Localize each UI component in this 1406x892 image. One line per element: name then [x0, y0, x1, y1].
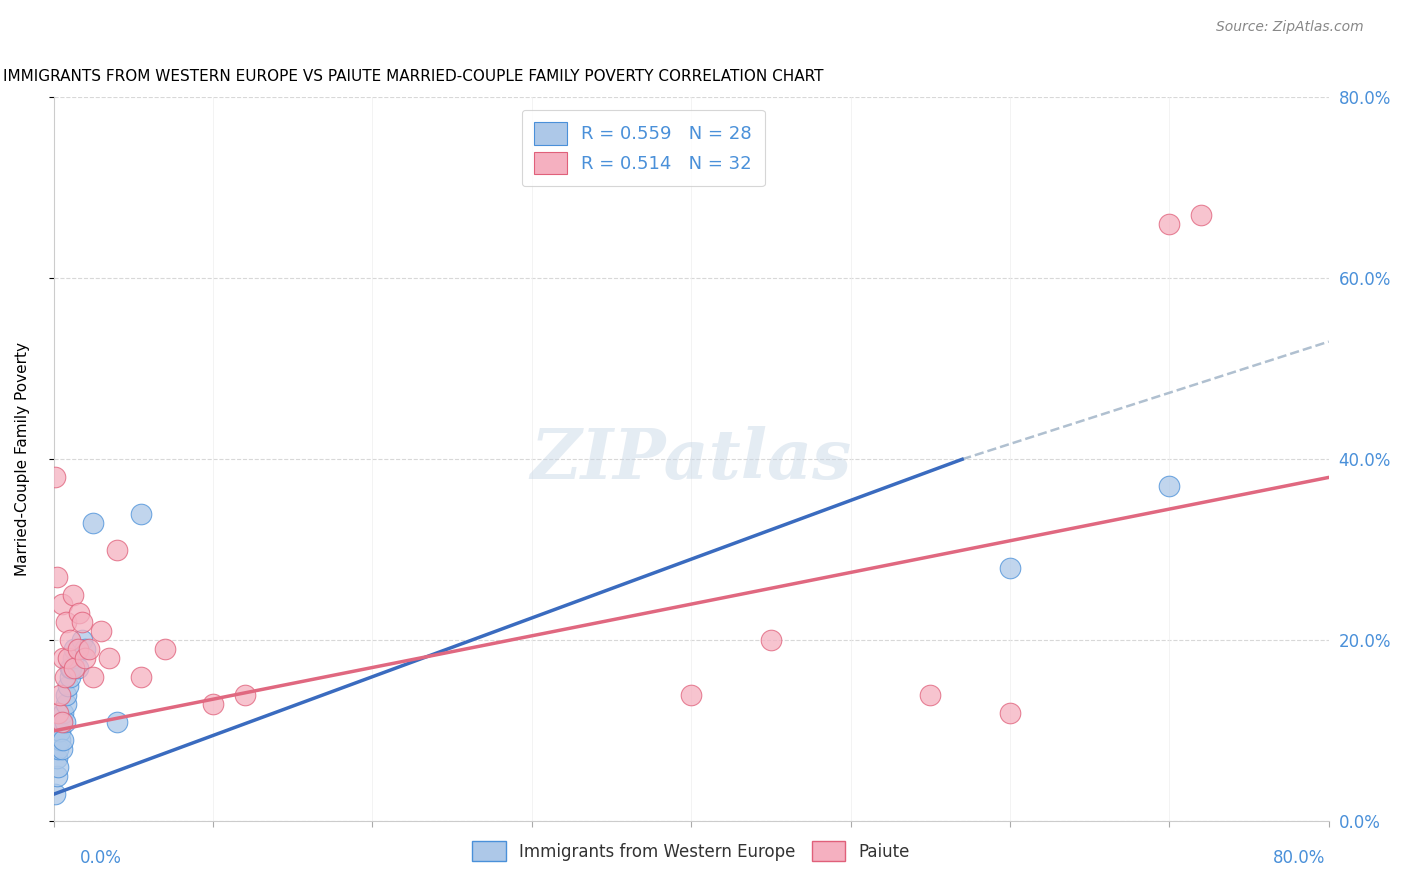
Point [75, 651, 97, 665]
Point [55, 688, 77, 702]
Point [52, 651, 75, 665]
Point [72, 615, 94, 630]
Point [1159, 479, 1181, 493]
Point [233, 688, 256, 702]
Point [105, 542, 128, 557]
Point [48, 706, 70, 720]
Point [98, 651, 121, 665]
Point [48, 742, 70, 756]
Point [201, 697, 224, 711]
Point [52, 706, 75, 720]
Text: Source: ZipAtlas.com: Source: ZipAtlas.com [1216, 21, 1364, 34]
Point [66, 642, 89, 657]
Point [58, 669, 80, 683]
Point [63, 642, 86, 657]
Point [60, 660, 83, 674]
Text: 80.0%: 80.0% [1272, 849, 1326, 867]
Point [77, 642, 100, 657]
Point [51, 714, 73, 729]
Text: ZIPatlas: ZIPatlas [530, 425, 852, 493]
Point [51, 742, 73, 756]
Legend: R = 0.559   N = 28, R = 0.514   N = 32: R = 0.559 N = 28, R = 0.514 N = 32 [522, 110, 765, 186]
Point [681, 688, 703, 702]
Point [105, 714, 128, 729]
Point [998, 706, 1021, 720]
Point [51, 597, 73, 611]
Point [1159, 217, 1181, 231]
Point [75, 642, 97, 657]
Point [998, 561, 1021, 575]
Point [920, 688, 942, 702]
Point [153, 642, 176, 657]
Point [45, 570, 67, 584]
Point [51, 714, 73, 729]
Point [72, 633, 94, 648]
Point [63, 660, 86, 674]
Point [48, 760, 70, 774]
Point [58, 633, 80, 648]
Point [129, 507, 152, 521]
Point [58, 660, 80, 674]
Point [53, 669, 76, 683]
Text: 0.0%: 0.0% [80, 849, 122, 867]
Point [44, 787, 66, 801]
Point [55, 615, 77, 630]
Text: IMMIGRANTS FROM WESTERN EUROPE VS PAIUTE MARRIED-COUPLE FAMILY POVERTY CORRELATI: IMMIGRANTS FROM WESTERN EUROPE VS PAIUTE… [3, 69, 823, 84]
Point [45, 769, 67, 783]
Point [44, 470, 66, 484]
Point [66, 660, 89, 674]
Point [55, 697, 77, 711]
Point [1189, 208, 1212, 222]
Point [759, 633, 782, 648]
Point [90, 624, 112, 639]
Point [53, 714, 76, 729]
Point [56, 651, 79, 665]
Point [45, 751, 67, 765]
Point [49, 688, 72, 702]
Point [56, 679, 79, 693]
Y-axis label: Married-Couple Family Poverty: Married-Couple Family Poverty [15, 343, 30, 576]
Point [82, 669, 104, 683]
Point [52, 733, 75, 747]
Point [62, 588, 84, 602]
Point [49, 723, 72, 738]
Point [129, 669, 152, 683]
Point [82, 516, 104, 530]
Point [62, 651, 84, 665]
Point [67, 606, 90, 620]
Point [49, 733, 72, 747]
